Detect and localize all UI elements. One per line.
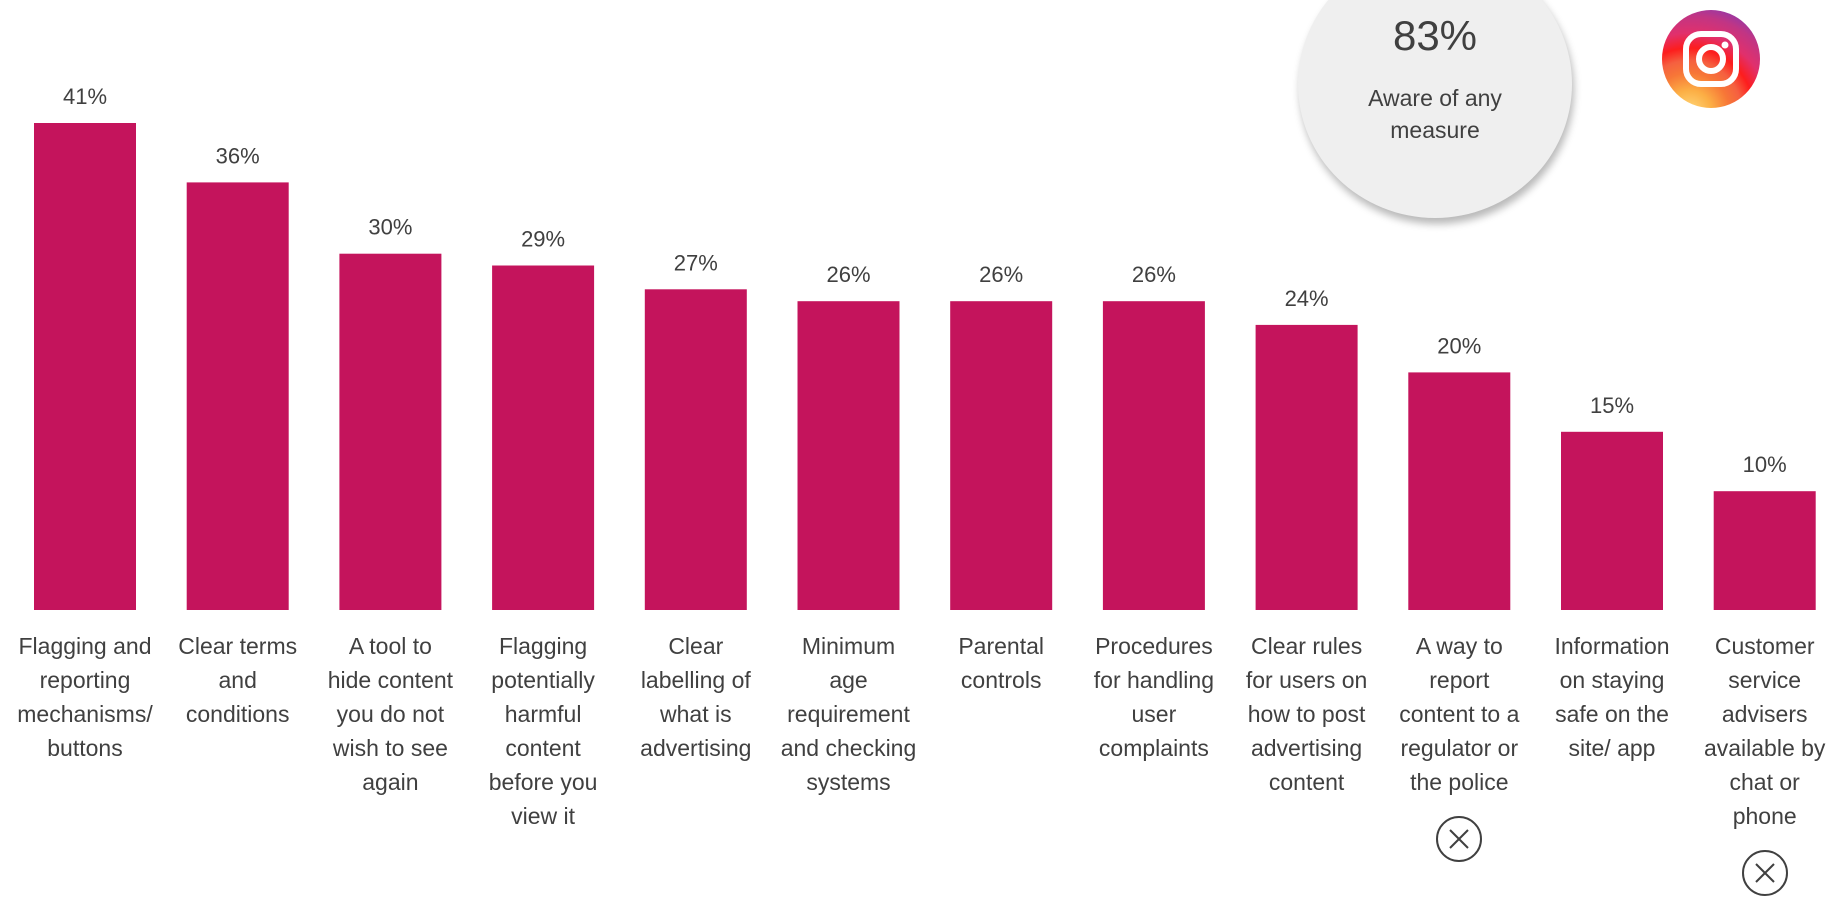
category-label: Customer service advisers available by chat …: [1703, 633, 1826, 829]
bar: [950, 301, 1053, 610]
bar: [1255, 324, 1358, 610]
bar: [644, 289, 747, 610]
data-label: 36%: [216, 143, 260, 168]
data-label: 26%: [979, 262, 1023, 287]
category-label: Flagging potentially harmful content before …: [488, 633, 598, 829]
data-label: 10%: [1743, 452, 1787, 477]
bar: [1102, 301, 1205, 610]
bar: [797, 301, 900, 610]
category-label: Clear rules for users on how to post advert…: [1245, 633, 1368, 795]
category-label: A way to report content to a regulator or th…: [1399, 633, 1520, 795]
data-label: 41%: [63, 84, 107, 109]
category-label: Clear labelling of what is advertising: [640, 633, 752, 761]
bar: [1713, 491, 1816, 610]
circle-x-icon: [1741, 849, 1789, 897]
data-label: 24%: [1285, 286, 1329, 311]
category-label: Procedures for handling user complaints: [1093, 633, 1214, 761]
data-label: 15%: [1590, 393, 1634, 418]
circle-x-icon: [1435, 815, 1483, 863]
data-label: 30%: [368, 215, 412, 240]
awareness-percentage: 83%: [1392, 12, 1478, 59]
category-label: A tool to hide content you do not wish to s…: [327, 633, 454, 795]
bar: [34, 123, 136, 610]
data-label: 26%: [1132, 262, 1176, 287]
bar: [492, 265, 595, 610]
data-label: 27%: [674, 250, 718, 275]
instagram-logo-icon: [1662, 10, 1760, 108]
category-label: Flagging and reporting mechanisms/buttons: [17, 633, 153, 761]
awareness-label: Aware of any measure: [1368, 85, 1502, 143]
bar: [1408, 372, 1511, 610]
data-label: 20%: [1437, 333, 1481, 358]
category-label: Clear terms and conditions: [178, 633, 298, 727]
category-label: Minimum age requirement and checking systems: [780, 633, 917, 795]
awareness-callout: 83% Aware of any measure: [1298, 0, 1572, 218]
bar: [186, 182, 289, 610]
category-label: Parental controls: [958, 633, 1045, 693]
bar: [1561, 431, 1663, 610]
category-label: Information on staying safe on the site/ ap…: [1554, 633, 1670, 761]
data-label: 29%: [521, 227, 565, 252]
bar: [339, 253, 442, 610]
data-label: 26%: [826, 262, 870, 287]
